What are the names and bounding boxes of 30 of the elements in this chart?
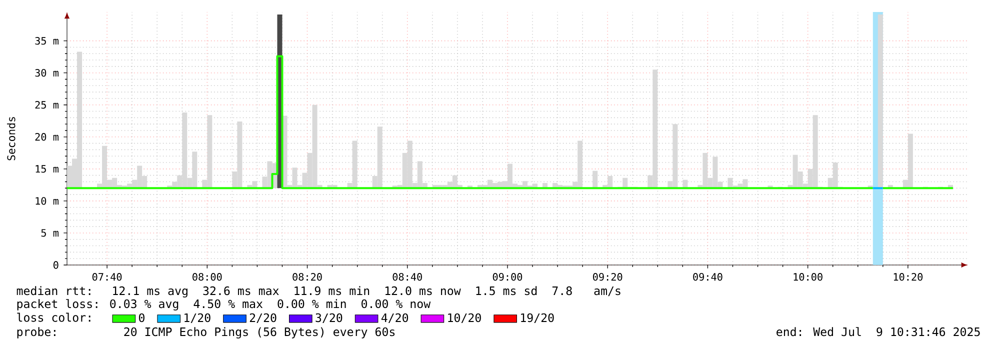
y-tick-label: 30 m: [35, 69, 58, 77]
y-tick-label: 0: [54, 261, 58, 269]
text: packet loss: 0.03 % avg 4.50 % max 0.00 % min 0.00 % now: [17, 299, 431, 310]
y-tick-label: 25 m: [35, 101, 58, 109]
x-tick-label: 08:00: [192, 273, 222, 281]
x-tick-label: 10:00: [794, 273, 822, 281]
y-tick-label: 15 m: [36, 165, 58, 173]
y-tick-label: 35 m: [35, 36, 58, 45]
legend-label: 1/20: [184, 313, 210, 324]
y-axis-title: Seconds: [7, 117, 16, 160]
x-tick-label: 10:20: [894, 273, 923, 281]
legend-label: 10/20: [448, 313, 481, 324]
y-tick-label: 5 m: [41, 229, 58, 237]
y-tick-label: 20 m: [35, 133, 58, 141]
x-tick-label: 09:40: [693, 273, 722, 281]
y-tick-label: 10 m: [36, 197, 58, 205]
legend-title: loss color:: [17, 312, 90, 322]
text: end: Wed Jul 9 10:31:46 2025: [776, 327, 980, 336]
text: median rtt: 12.1 ms avg 32.6 ms max 11.9 ms min 12.0 ms now 1.5 ms sd 7.8 am/s: [16, 286, 620, 298]
x-tick-label: 08:20: [292, 273, 322, 281]
x-tick-label: 09:00: [492, 273, 522, 281]
x-tick-label: 07:40: [92, 273, 122, 281]
legend-label: 4/20: [381, 313, 408, 324]
text: probe: 20 ICMP Echo Pings (56 Bytes) every 60s: [17, 327, 395, 338]
x-tick-label: 08:40: [392, 273, 422, 281]
legend-label: 0: [138, 313, 144, 322]
legend-label: 19/20: [521, 313, 554, 324]
legend-label: 3/20: [316, 313, 342, 324]
legend-label: 2/20: [250, 313, 276, 324]
x-tick-label: 09:20: [593, 273, 622, 281]
